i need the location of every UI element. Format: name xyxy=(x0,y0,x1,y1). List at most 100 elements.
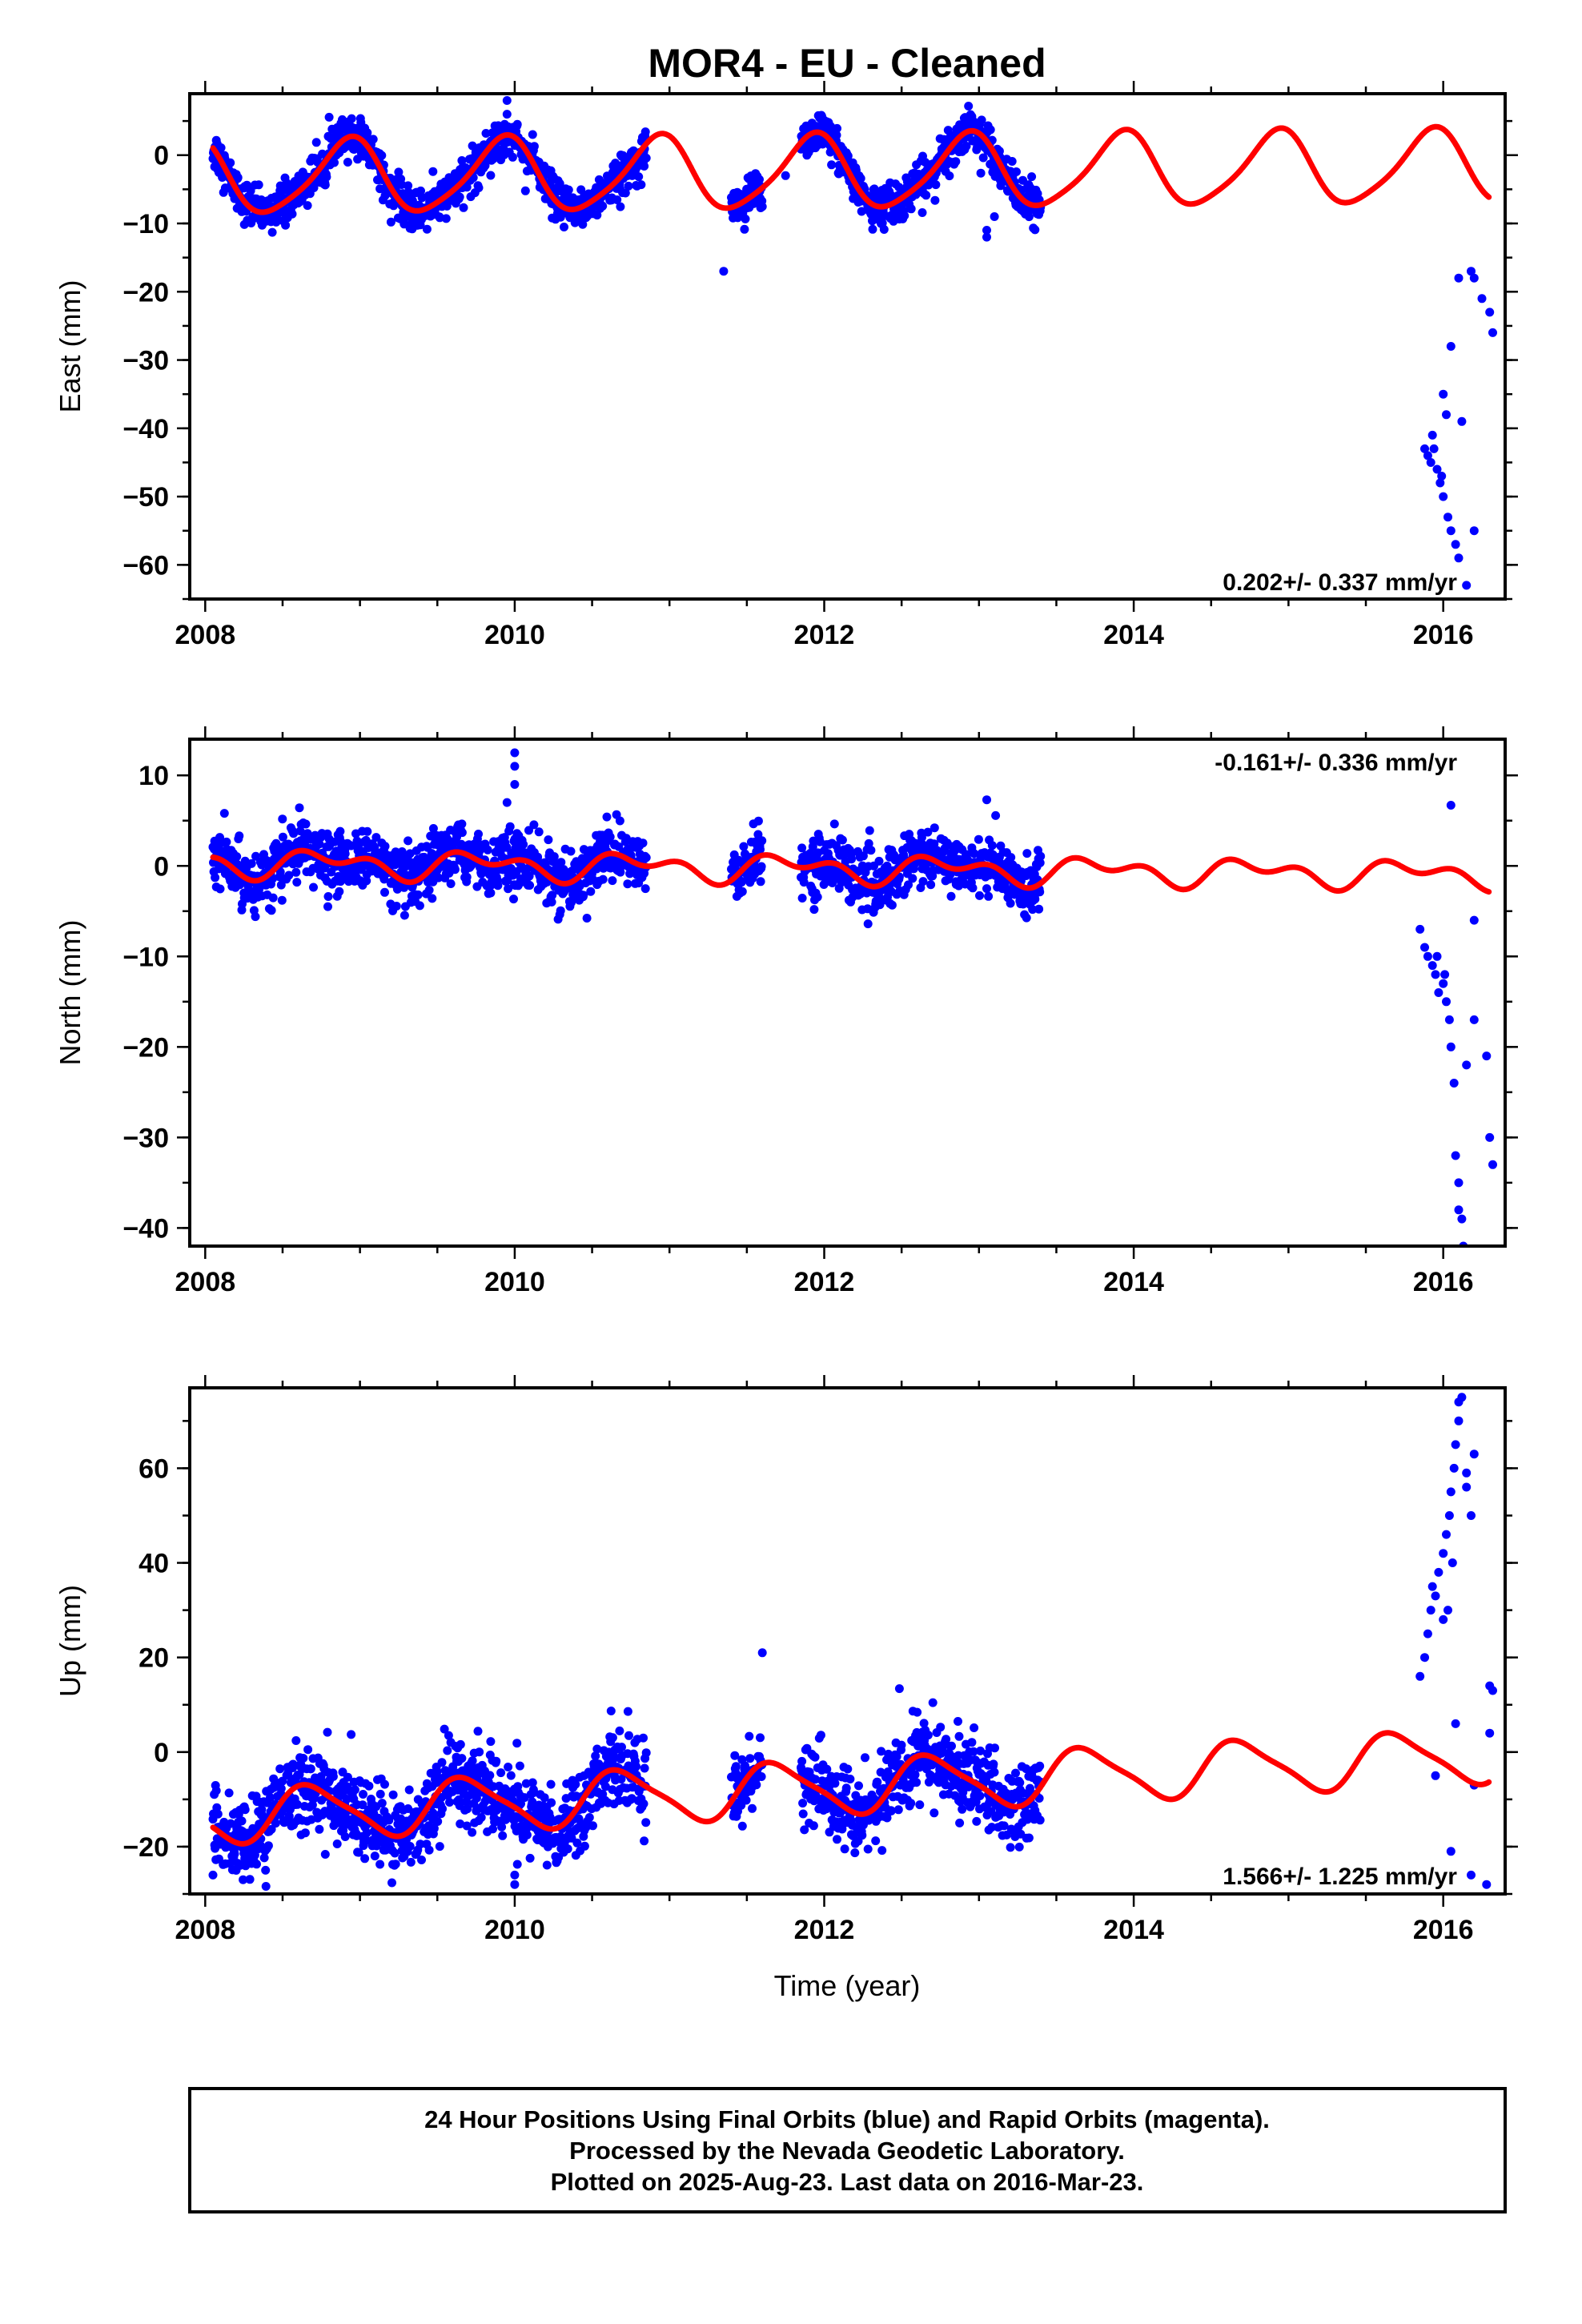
data-point xyxy=(843,1764,853,1774)
y-tick-label: −60 xyxy=(122,550,169,581)
data-point xyxy=(555,179,564,188)
data-point xyxy=(1440,970,1450,979)
y-tick-label: 0 xyxy=(154,851,169,882)
data-point xyxy=(913,1707,922,1717)
data-point xyxy=(955,1818,965,1827)
data-point xyxy=(335,887,344,896)
data-point xyxy=(1457,1214,1467,1224)
data-point xyxy=(281,220,291,230)
data-point xyxy=(245,1875,255,1884)
data-point xyxy=(445,1798,454,1807)
data-point xyxy=(756,1733,765,1743)
rate-label: 1.566+/- 1.225 mm/yr xyxy=(1223,1864,1457,1890)
x-axis-label: Time (year) xyxy=(774,1969,921,2002)
data-point xyxy=(930,1808,939,1818)
data-point xyxy=(486,1737,496,1747)
data-point xyxy=(320,180,330,190)
data-point xyxy=(231,1866,241,1875)
data-point xyxy=(457,828,467,838)
data-point xyxy=(235,831,244,841)
caption-line-1: 24 Hour Positions Using Final Orbits (bl… xyxy=(424,2105,1270,2133)
data-point xyxy=(230,1849,239,1859)
data-point xyxy=(1426,1606,1435,1615)
data-point xyxy=(753,816,763,826)
data-point xyxy=(1469,1449,1479,1459)
data-point xyxy=(287,209,297,219)
y-tick-label: 10 xyxy=(139,761,169,791)
data-point xyxy=(897,1740,906,1750)
data-point xyxy=(756,877,765,887)
data-point xyxy=(459,203,468,212)
data-point xyxy=(915,1800,925,1810)
data-point xyxy=(1429,444,1439,453)
data-point xyxy=(1027,172,1037,182)
data-point xyxy=(987,841,997,850)
data-point xyxy=(291,1736,301,1745)
data-point xyxy=(320,1850,330,1859)
data-point xyxy=(278,814,287,824)
data-point xyxy=(894,1684,904,1694)
data-point xyxy=(967,1738,977,1747)
data-point xyxy=(347,114,356,123)
data-point xyxy=(752,1780,761,1790)
data-point xyxy=(1007,157,1017,166)
data-point xyxy=(1462,1060,1472,1070)
data-point xyxy=(978,153,988,163)
data-point xyxy=(598,201,608,211)
data-point xyxy=(529,820,539,830)
data-point xyxy=(303,201,312,211)
data-point xyxy=(972,1816,982,1826)
data-point xyxy=(606,1707,616,1715)
data-point xyxy=(534,827,544,837)
data-point xyxy=(1431,1591,1440,1601)
data-point xyxy=(506,1771,516,1780)
data-point xyxy=(582,914,592,923)
x-tick-label: 2008 xyxy=(175,1915,236,1945)
data-point xyxy=(502,110,512,119)
data-point xyxy=(1431,970,1440,979)
data-point xyxy=(330,158,339,167)
data-point xyxy=(510,1880,520,1889)
data-point xyxy=(962,142,971,151)
data-point xyxy=(1432,951,1442,961)
data-points-up xyxy=(208,1393,1497,1891)
y-axis-label: East (mm) xyxy=(54,280,86,413)
data-point xyxy=(1439,1549,1448,1558)
data-point xyxy=(918,877,928,887)
data-point xyxy=(335,826,345,836)
data-point xyxy=(640,162,649,171)
data-point xyxy=(968,883,978,893)
data-point xyxy=(639,1733,648,1743)
data-point xyxy=(1467,1511,1476,1520)
data-point xyxy=(739,842,749,851)
data-point xyxy=(946,891,956,901)
data-point xyxy=(638,838,648,848)
data-point xyxy=(861,1753,869,1763)
data-point xyxy=(975,891,984,900)
data-point xyxy=(868,224,877,234)
data-point xyxy=(837,835,847,845)
data-point xyxy=(368,135,378,144)
data-point xyxy=(315,1824,324,1834)
data-point xyxy=(370,1852,379,1861)
y-axis-label: Up (mm) xyxy=(54,1585,86,1697)
data-point xyxy=(1437,472,1447,480)
data-point xyxy=(226,158,235,167)
data-point xyxy=(323,902,332,911)
data-point xyxy=(847,854,856,864)
data-point xyxy=(474,183,484,192)
data-point xyxy=(1449,1463,1459,1473)
data-point xyxy=(1488,1686,1497,1695)
data-point xyxy=(387,1878,396,1888)
data-point xyxy=(400,911,409,920)
data-point xyxy=(854,1781,863,1791)
data-point xyxy=(1442,410,1451,420)
data-point xyxy=(833,123,841,133)
data-point xyxy=(275,1764,285,1774)
data-point xyxy=(829,819,839,829)
data-point xyxy=(547,1798,556,1807)
y-tick-label: −10 xyxy=(122,209,169,239)
data-point xyxy=(438,1804,447,1814)
x-tick-label: 2014 xyxy=(1103,1915,1164,1945)
data-point xyxy=(863,919,873,929)
